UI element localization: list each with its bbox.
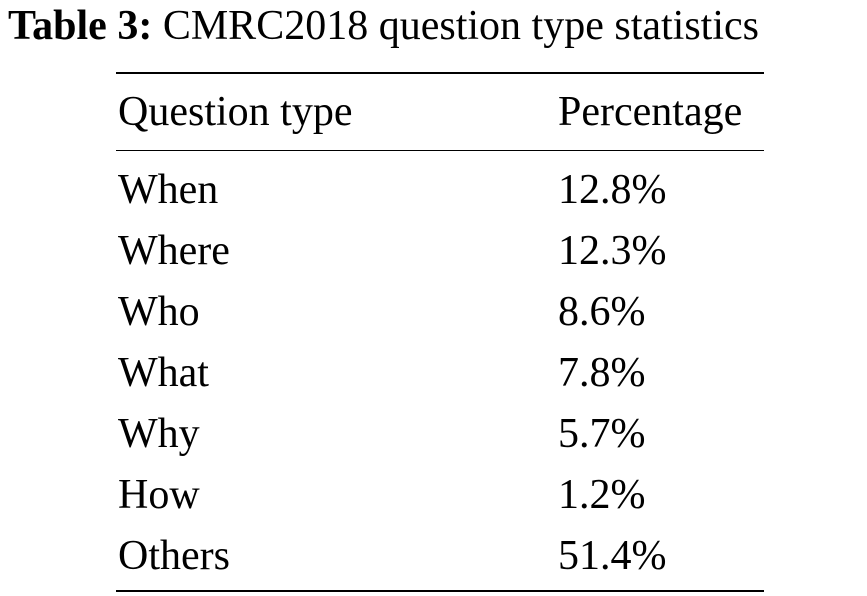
row-percentage: 1.2%: [558, 471, 646, 518]
row-question-type: How: [118, 471, 200, 518]
row-question-type: What: [118, 349, 209, 396]
table-caption: Table 3: CMRC2018 question type statisti…: [8, 0, 863, 52]
row-question-type: Why: [118, 410, 200, 457]
table-container: Question type Percentage When 12.8% Wher…: [116, 72, 764, 592]
row-percentage: 8.6%: [558, 288, 646, 335]
table-row: When 12.8%: [116, 151, 764, 221]
header-question-type: Question type: [118, 89, 353, 135]
caption-label: Table 3:: [8, 3, 153, 49]
row-percentage: 51.4%: [558, 532, 667, 579]
row-percentage: 5.7%: [558, 410, 646, 457]
row-percentage: 12.8%: [558, 166, 667, 213]
table-row: What 7.8%: [116, 342, 764, 403]
question-type-table: Question type Percentage When 12.8% Wher…: [116, 72, 764, 592]
table-row: How 1.2%: [116, 464, 764, 525]
row-question-type: Where: [118, 227, 230, 274]
row-question-type: Who: [118, 288, 200, 335]
row-percentage: 7.8%: [558, 349, 646, 396]
table-row: Why 5.7%: [116, 403, 764, 464]
row-question-type: Others: [118, 532, 230, 579]
header-row: Question type Percentage: [116, 73, 764, 151]
table-row: Others 51.4%: [116, 525, 764, 591]
table-row: Who 8.6%: [116, 281, 764, 342]
row-question-type: When: [118, 166, 219, 213]
table-row: Where 12.3%: [116, 220, 764, 281]
caption-text: CMRC2018 question type statistics: [162, 3, 760, 49]
header-percentage: Percentage: [558, 89, 743, 135]
row-percentage: 12.3%: [558, 227, 667, 274]
